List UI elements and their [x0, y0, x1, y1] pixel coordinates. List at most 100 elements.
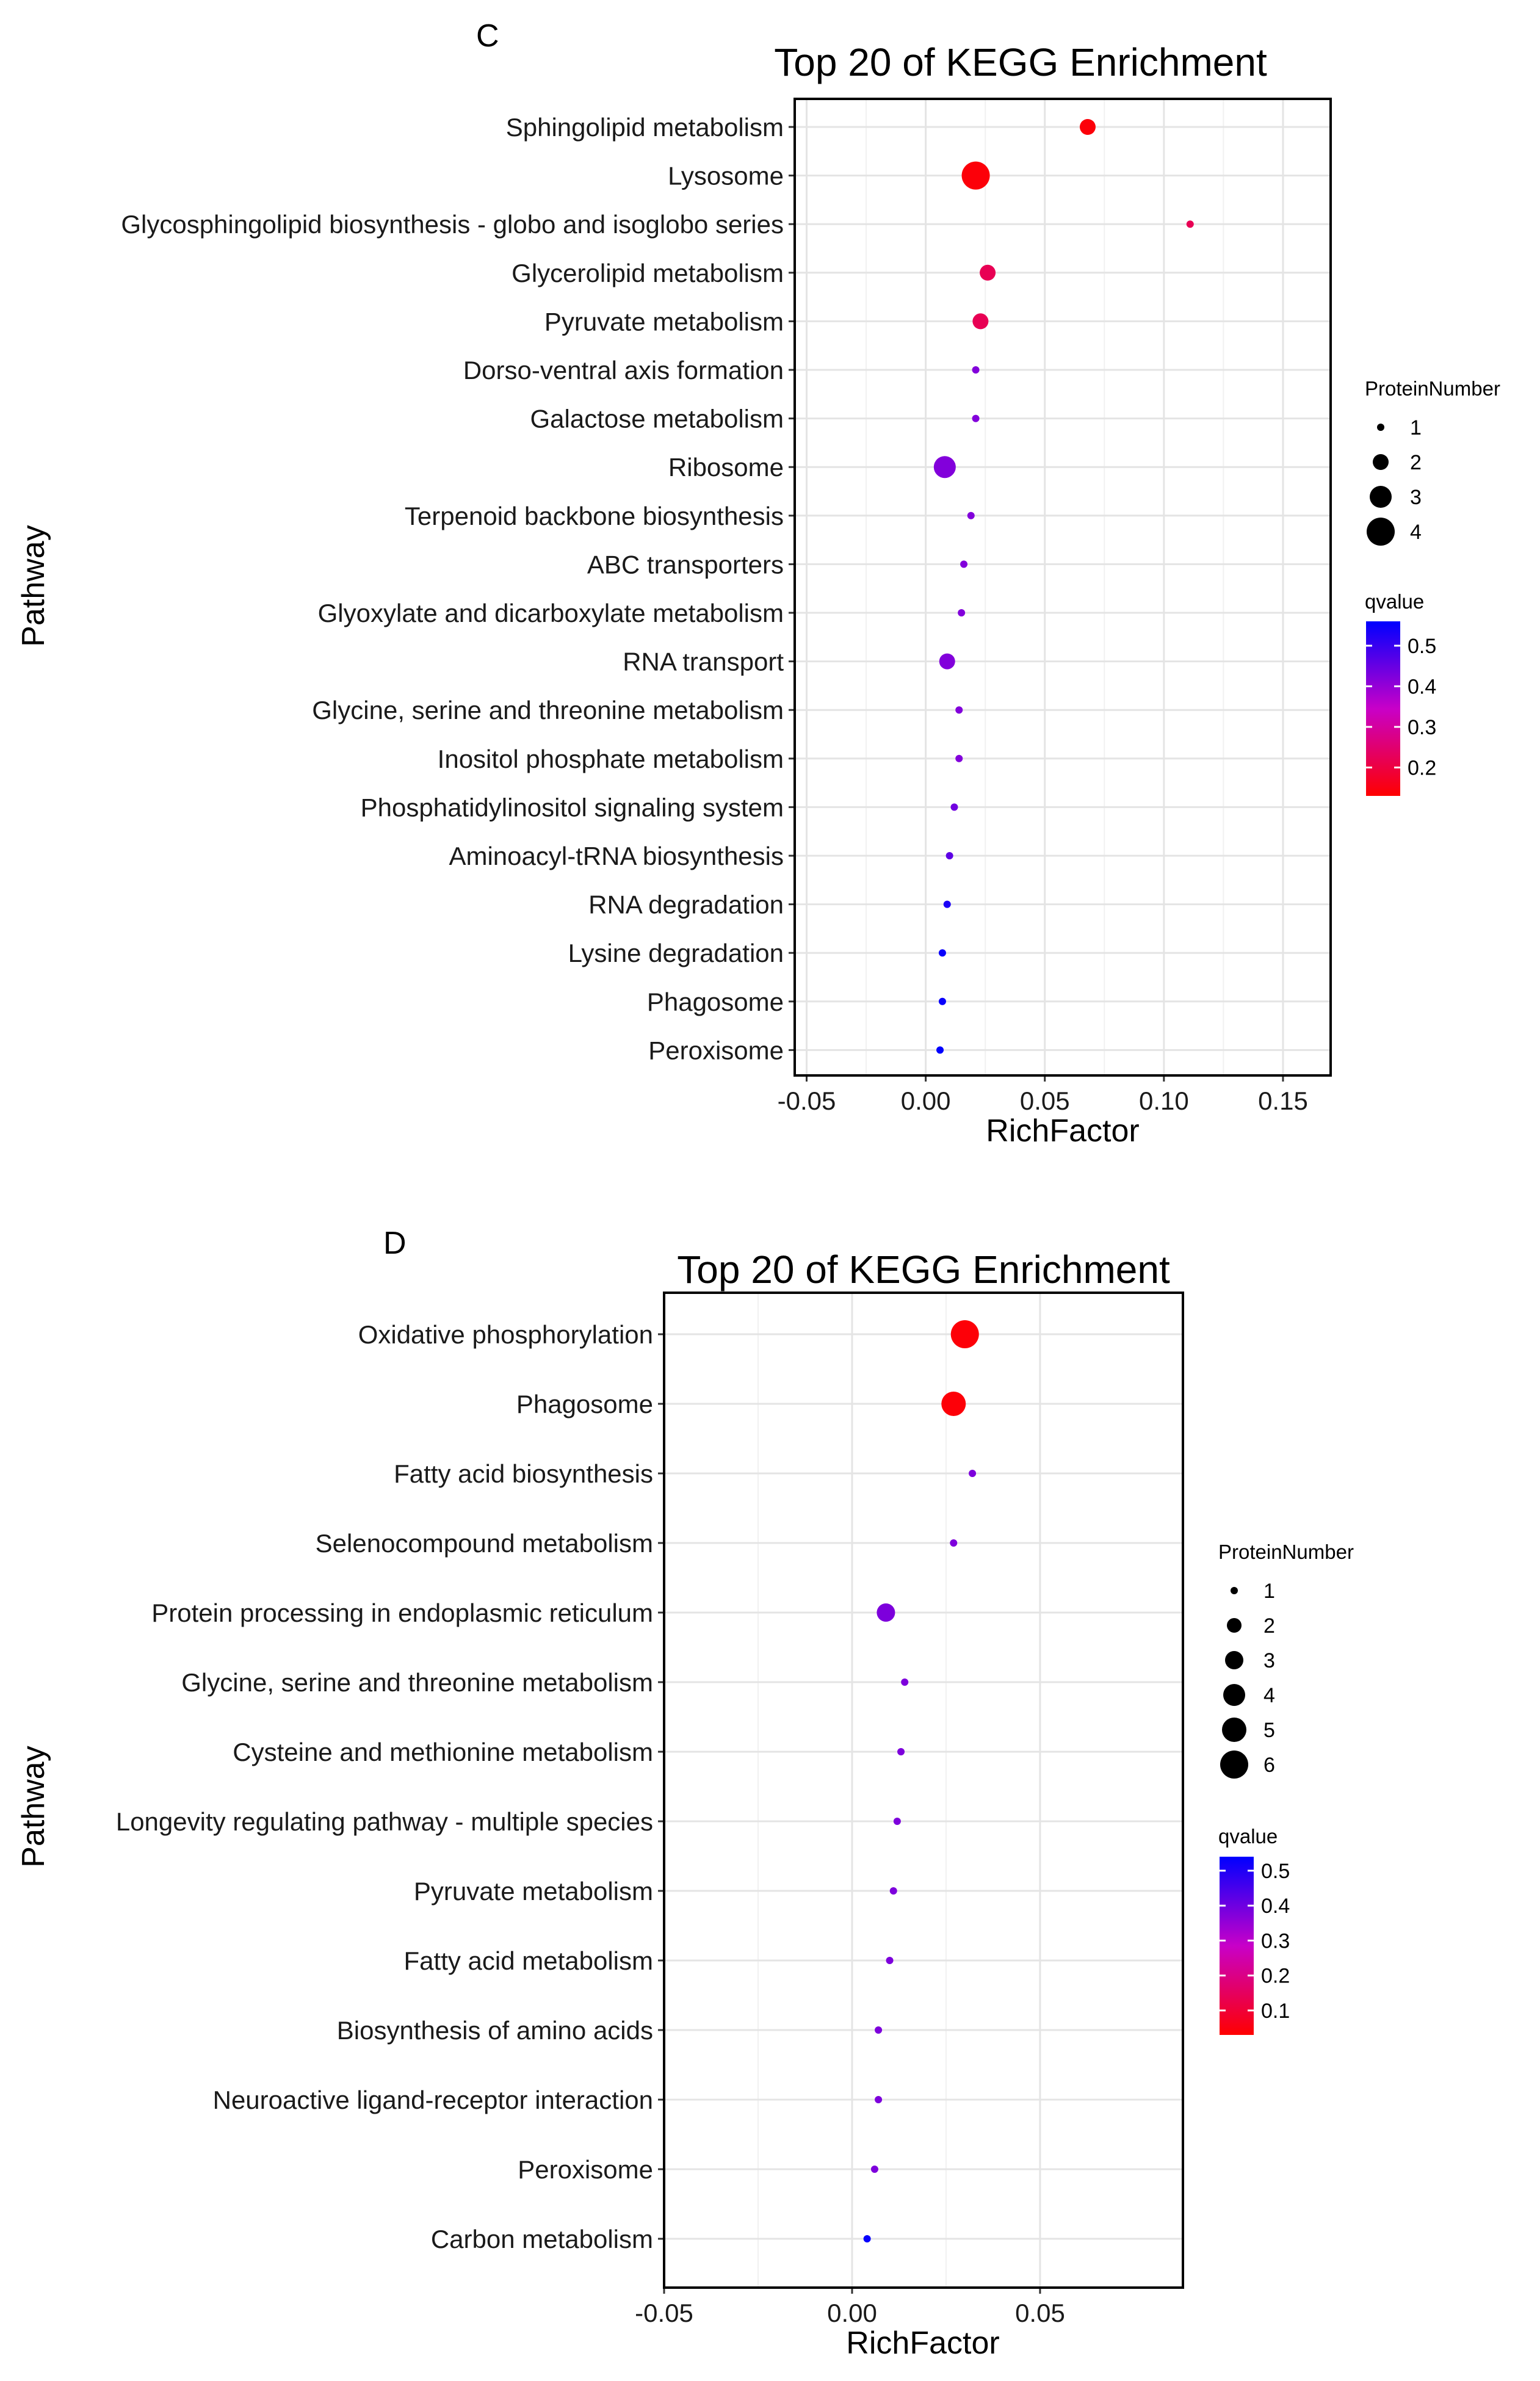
data-point [893, 1818, 901, 1825]
pathway-label: Selenocompound metabolism [316, 1529, 653, 1558]
pathway-label: Inositol phosphate metabolism [438, 745, 784, 773]
size-legend-label: 4 [1263, 1684, 1275, 1707]
pathway-label: Glycine, serine and threonine metabolism [312, 696, 784, 724]
pathway-label: Dorso-ventral axis formation [463, 356, 784, 385]
pathway-label: Ribosome [668, 453, 784, 482]
size-legend-label: 5 [1263, 1719, 1275, 1742]
x-ticks-d: -0.05 0.00 0.05 [635, 2288, 1065, 2327]
data-point [972, 366, 980, 374]
data-point [958, 609, 966, 616]
data-point [1186, 220, 1194, 228]
pathway-label: Aminoacyl-tRNA biosynthesis [449, 842, 784, 870]
pathway-label: Terpenoid backbone biosynthesis [405, 502, 784, 530]
pathway-label: RNA degradation [588, 891, 784, 919]
x-tick-label: 0.10 [1139, 1086, 1189, 1115]
x-tick-label: 0.05 [1015, 2299, 1065, 2327]
color-legend-bar-d [1220, 1857, 1254, 2035]
data-point [889, 1887, 897, 1895]
pathway-label: Phosphatidylinositol signaling system [361, 793, 784, 822]
color-legend-label: 0.2 [1261, 1965, 1290, 1988]
size-legend-marker [1377, 424, 1384, 431]
data-point [955, 706, 963, 714]
pathway-label: Fatty acid metabolism [404, 1946, 653, 1975]
data-point [943, 900, 951, 908]
plot-grid-d [663, 1293, 1183, 2288]
size-legend-marker [1367, 518, 1395, 546]
size-legend-label: 2 [1263, 1614, 1275, 1638]
panel-label-c: C [476, 18, 499, 54]
x-tick-label: -0.05 [778, 1086, 836, 1115]
color-legend-label: 0.4 [1408, 675, 1436, 698]
data-point [938, 997, 946, 1005]
data-point [955, 754, 963, 762]
chart-panel-c: C Top 20 of KEGG Enrichment Pathway Rich… [16, 18, 1500, 1149]
data-point [936, 1046, 944, 1054]
data-point [972, 313, 989, 330]
size-legend-label: 6 [1263, 1754, 1275, 1777]
x-tick-label: 0.05 [1020, 1086, 1070, 1115]
size-legend-c: ProteinNumber 1 2 3 4 [1365, 377, 1500, 546]
y-axis-title-d: Pathway [16, 1746, 51, 1867]
data-points-d [863, 1320, 979, 2242]
data-point [933, 456, 956, 479]
x-tick-label: 0.15 [1258, 1086, 1308, 1115]
pathway-label: Cysteine and methionine metabolism [233, 1738, 653, 1766]
pathway-labels-d: Oxidative phosphorylation Phagosome Fatty … [116, 1320, 664, 2253]
data-point [972, 414, 980, 422]
data-point [967, 511, 975, 519]
data-point [941, 1392, 966, 1416]
data-point [960, 560, 968, 568]
pathway-label: RNA transport [623, 648, 784, 676]
pathway-label: Peroxisome [518, 2155, 653, 2184]
size-legend-label: 4 [1410, 521, 1422, 544]
pathway-label: Glycerolipid metabolism [512, 259, 784, 287]
data-points-c [933, 119, 1194, 1054]
color-legend-label: 0.2 [1408, 756, 1436, 779]
pathway-label: Phagosome [647, 988, 784, 1016]
color-legend-c: qvalue 0.5 0.4 0.3 0.2 [1365, 590, 1436, 796]
data-point [901, 1678, 909, 1686]
data-point [950, 1539, 958, 1547]
data-point [897, 1748, 905, 1755]
pathway-label: Sphingolipid metabolism [506, 113, 784, 142]
size-legend-label: 3 [1410, 486, 1422, 509]
color-legend-label: 0.3 [1261, 1929, 1290, 1953]
chart-title-c: Top 20 of KEGG Enrichment [774, 40, 1267, 84]
plot-frame-c [793, 98, 1332, 1077]
data-point [863, 2235, 871, 2242]
pathway-label: Glycosphingolipid biosynthesis - globo a… [121, 210, 784, 239]
data-point [938, 949, 946, 957]
pathway-label: Peroxisome [648, 1036, 784, 1064]
data-point [969, 1470, 977, 1477]
size-legend-marker [1227, 1618, 1242, 1633]
pathway-label: Lysine degradation [568, 939, 784, 967]
chart-title-d: Top 20 of KEGG Enrichment [677, 1248, 1170, 1292]
x-ticks-c: -0.05 0.00 0.05 0.10 0.15 [778, 1075, 1308, 1115]
data-point [875, 2026, 883, 2034]
color-legend-d: qvalue 0.5 0.4 0.3 0.2 0.1 [1218, 1825, 1290, 2035]
pathway-labels-c: Sphingolipid metabolism Lysosome Glycosphi… [121, 113, 795, 1064]
plot-grid-c [795, 99, 1331, 1075]
color-legend-label: 0.4 [1261, 1895, 1290, 1918]
size-legend-marker [1231, 1587, 1238, 1594]
data-point [877, 1603, 895, 1622]
pathway-label: Galactose metabolism [530, 405, 784, 433]
size-legend-label: 2 [1410, 451, 1422, 474]
data-point [980, 264, 996, 281]
y-axis-title-c: Pathway [16, 525, 51, 646]
color-legend-label: 0.1 [1261, 2000, 1290, 2023]
data-point [961, 161, 990, 190]
color-legend-title-c: qvalue [1365, 590, 1424, 613]
x-axis-title-d: RichFactor [846, 2325, 999, 2361]
size-legend-label: 1 [1410, 416, 1422, 439]
size-legend-marker [1223, 1684, 1245, 1706]
size-legend-d: ProteinNumber 1 2 3 4 5 6 [1218, 1541, 1354, 1779]
size-legend-marker [1225, 1651, 1243, 1669]
size-legend-title-c: ProteinNumber [1365, 377, 1500, 400]
data-point [950, 1320, 979, 1348]
color-legend-title-d: qvalue [1218, 1825, 1278, 1848]
x-tick-label: 0.00 [901, 1086, 951, 1115]
pathway-label: Neuroactive ligand-receptor interaction [213, 2086, 653, 2114]
size-legend-marker [1373, 454, 1389, 470]
size-legend-label: 1 [1263, 1580, 1275, 1603]
